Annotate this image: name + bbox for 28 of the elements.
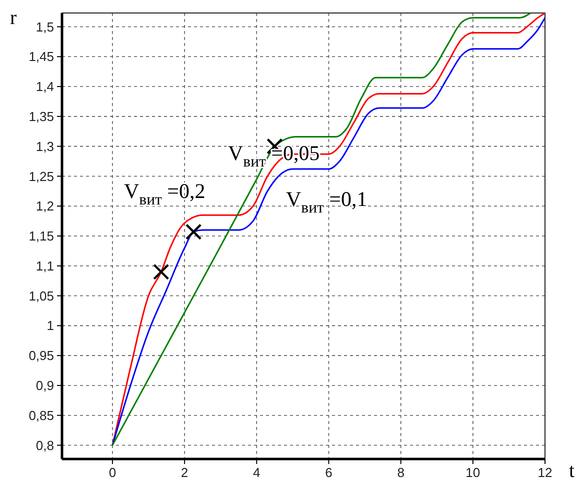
y-tick-label: 1,15: [28, 228, 54, 244]
x-tick-label: 10: [466, 465, 480, 480]
y-tick-label: 1,5: [36, 19, 54, 34]
annotation: V$_{вит}$ =0,1: [286, 187, 368, 216]
x-axis-title: t: [569, 460, 575, 481]
y-tick-label: 1,25: [28, 168, 54, 184]
y-tick-label: 1,35: [28, 108, 54, 124]
y-tick-label: 0,85: [28, 408, 54, 423]
y-tick-label: 1,45: [28, 49, 54, 64]
y-tick-label: 1,3: [36, 138, 54, 154]
y-tick-label: 1,4: [36, 79, 54, 94]
point: [153, 264, 170, 280]
y-tick-label: 1,05: [28, 288, 54, 304]
y-tick-label: 0,95: [28, 348, 54, 364]
x-tick-label: 2: [180, 465, 188, 480]
y-tick-label: 1,2: [36, 198, 54, 214]
x-tick-label: 6: [325, 465, 332, 480]
y-axis-title: r: [10, 7, 17, 29]
x-tick-label: 12: [538, 465, 552, 480]
y-tick-label: 1,1: [36, 258, 54, 274]
y-tick-label: 1: [46, 318, 54, 334]
point: [185, 224, 202, 240]
annotation: V$_{вит}$ =0,2: [124, 179, 206, 208]
y-tick-label: 0,9: [36, 378, 54, 394]
x-tick-label: 8: [397, 465, 404, 480]
x-tick-label: 0: [108, 465, 116, 480]
x-tick-label: 4: [253, 465, 260, 480]
y-tick-label: 0,8: [36, 438, 54, 453]
